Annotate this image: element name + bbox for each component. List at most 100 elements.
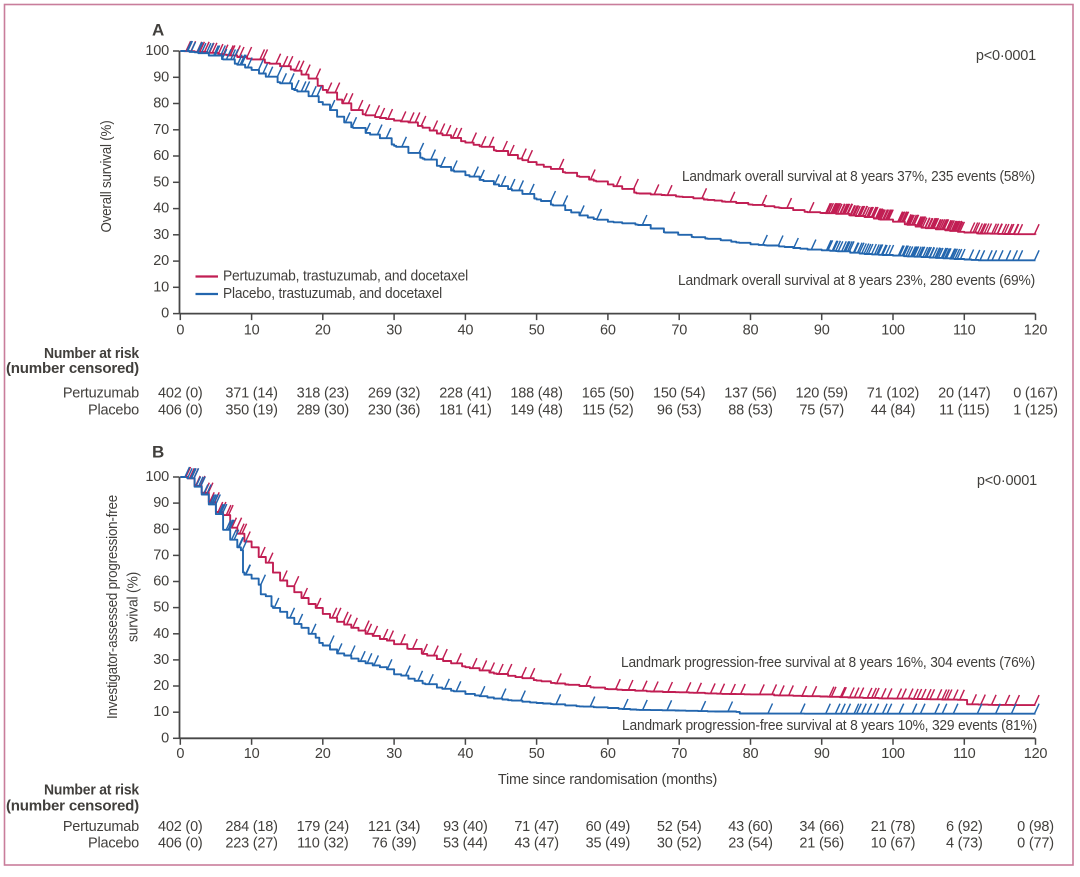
svg-text:71 (102): 71 (102) <box>867 385 919 401</box>
svg-text:60: 60 <box>153 148 169 164</box>
svg-text:Landmark progression-free surv: Landmark progression-free survival at 8 … <box>622 718 1037 734</box>
svg-text:40: 40 <box>458 746 474 762</box>
svg-text:43 (60): 43 (60) <box>728 819 773 835</box>
svg-text:406 (0): 406 (0) <box>158 402 203 418</box>
svg-text:100: 100 <box>881 746 905 762</box>
svg-text:110: 110 <box>953 323 976 339</box>
svg-text:43 (47): 43 (47) <box>514 836 559 852</box>
svg-text:179 (24): 179 (24) <box>297 819 349 835</box>
svg-text:Pertuzumab: Pertuzumab <box>63 819 139 835</box>
svg-text:0: 0 <box>161 730 169 746</box>
svg-text:402 (0): 402 (0) <box>158 819 203 835</box>
svg-text:50: 50 <box>529 323 545 339</box>
svg-text:318 (23): 318 (23) <box>297 385 349 401</box>
svg-text:0: 0 <box>176 323 184 339</box>
svg-text:52 (54): 52 (54) <box>657 819 702 835</box>
svg-text:21 (78): 21 (78) <box>871 819 916 835</box>
svg-text:402 (0): 402 (0) <box>158 385 203 401</box>
svg-text:60: 60 <box>153 574 169 590</box>
svg-text:10 (67): 10 (67) <box>871 836 916 852</box>
svg-text:53 (44): 53 (44) <box>443 836 488 852</box>
svg-text:30: 30 <box>153 652 169 668</box>
svg-text:30: 30 <box>153 227 169 243</box>
svg-text:10: 10 <box>153 279 169 295</box>
svg-text:Investigator-assessed progress: Investigator-assessed progression-free <box>105 495 121 719</box>
svg-text:B: B <box>152 443 164 462</box>
svg-text:121 (34): 121 (34) <box>368 819 420 835</box>
svg-text:70: 70 <box>671 323 687 339</box>
svg-text:80: 80 <box>153 521 169 537</box>
svg-text:Placebo: Placebo <box>88 402 139 418</box>
svg-text:30: 30 <box>386 746 402 762</box>
svg-text:100: 100 <box>145 43 169 59</box>
svg-text:survival (%): survival (%) <box>126 572 142 642</box>
svg-text:88 (53): 88 (53) <box>728 402 773 418</box>
svg-text:0 (98): 0 (98) <box>1017 819 1054 835</box>
svg-text:20 (147): 20 (147) <box>938 385 990 401</box>
svg-text:269 (32): 269 (32) <box>368 385 420 401</box>
svg-text:100: 100 <box>145 469 169 485</box>
svg-text:60 (49): 60 (49) <box>586 819 631 835</box>
svg-text:35 (49): 35 (49) <box>586 836 631 852</box>
svg-text:350 (19): 350 (19) <box>225 402 277 418</box>
svg-text:70: 70 <box>153 122 169 138</box>
svg-text:34 (66): 34 (66) <box>799 819 844 835</box>
svg-text:Overall survival (%): Overall survival (%) <box>99 121 115 233</box>
svg-text:10: 10 <box>153 704 169 720</box>
svg-text:0: 0 <box>161 306 169 322</box>
svg-text:Number at risk: Number at risk <box>44 783 140 799</box>
svg-text:50: 50 <box>529 746 545 762</box>
svg-text:223 (27): 223 (27) <box>225 836 277 852</box>
svg-text:0 (167): 0 (167) <box>1013 385 1058 401</box>
svg-text:6 (92): 6 (92) <box>946 819 983 835</box>
svg-text:100: 100 <box>881 323 905 339</box>
svg-text:21 (56): 21 (56) <box>799 836 844 852</box>
svg-text:90: 90 <box>814 323 830 339</box>
svg-text:228 (41): 228 (41) <box>439 385 491 401</box>
svg-text:Landmark overall survival at 8: Landmark overall survival at 8 years 37%… <box>682 169 1035 185</box>
svg-text:96 (53): 96 (53) <box>657 402 702 418</box>
svg-text:30 (52): 30 (52) <box>657 836 702 852</box>
svg-text:80: 80 <box>153 96 169 112</box>
svg-text:75 (57): 75 (57) <box>799 402 844 418</box>
svg-text:(number censored): (number censored) <box>6 799 139 815</box>
svg-text:230 (36): 230 (36) <box>368 402 420 418</box>
svg-text:110 (32): 110 (32) <box>297 836 348 852</box>
svg-text:181 (41): 181 (41) <box>439 402 491 418</box>
svg-text:Landmark progression-free surv: Landmark progression-free survival at 8 … <box>621 655 1035 671</box>
svg-text:p<0·0001: p<0·0001 <box>976 48 1036 64</box>
svg-text:Pertuzumab: Pertuzumab <box>63 385 139 401</box>
svg-text:371 (14): 371 (14) <box>225 385 277 401</box>
svg-text:80: 80 <box>743 323 759 339</box>
svg-text:0 (77): 0 (77) <box>1017 836 1054 852</box>
svg-text:10: 10 <box>244 746 260 762</box>
svg-text:165 (50): 165 (50) <box>582 385 634 401</box>
svg-text:p<0·0001: p<0·0001 <box>977 473 1037 489</box>
svg-text:137 (56): 137 (56) <box>724 385 776 401</box>
svg-text:11 (115): 11 (115) <box>939 402 989 418</box>
svg-text:115 (52): 115 (52) <box>582 402 633 418</box>
svg-text:40: 40 <box>153 201 169 217</box>
svg-text:289 (30): 289 (30) <box>297 402 349 418</box>
svg-text:110: 110 <box>953 746 976 762</box>
svg-text:A: A <box>152 21 164 40</box>
svg-text:20: 20 <box>153 253 169 269</box>
svg-text:20: 20 <box>315 323 331 339</box>
svg-text:70: 70 <box>153 547 169 563</box>
svg-text:284 (18): 284 (18) <box>225 819 277 835</box>
svg-text:Pertuzumab, trastuzumab, and d: Pertuzumab, trastuzumab, and docetaxel <box>223 269 468 285</box>
svg-text:90: 90 <box>153 495 169 511</box>
svg-text:149 (48): 149 (48) <box>510 402 562 418</box>
svg-text:Time since randomisation (mont: Time since randomisation (months) <box>498 772 717 788</box>
svg-text:40: 40 <box>458 323 474 339</box>
svg-text:10: 10 <box>244 323 260 339</box>
svg-text:120: 120 <box>1024 323 1048 339</box>
svg-text:80: 80 <box>743 746 759 762</box>
svg-text:1 (125): 1 (125) <box>1013 402 1058 418</box>
svg-text:406 (0): 406 (0) <box>158 836 203 852</box>
svg-text:60: 60 <box>600 746 616 762</box>
svg-text:0: 0 <box>176 746 184 762</box>
svg-text:90: 90 <box>153 69 169 85</box>
svg-text:20: 20 <box>315 746 331 762</box>
svg-text:76 (39): 76 (39) <box>372 836 417 852</box>
